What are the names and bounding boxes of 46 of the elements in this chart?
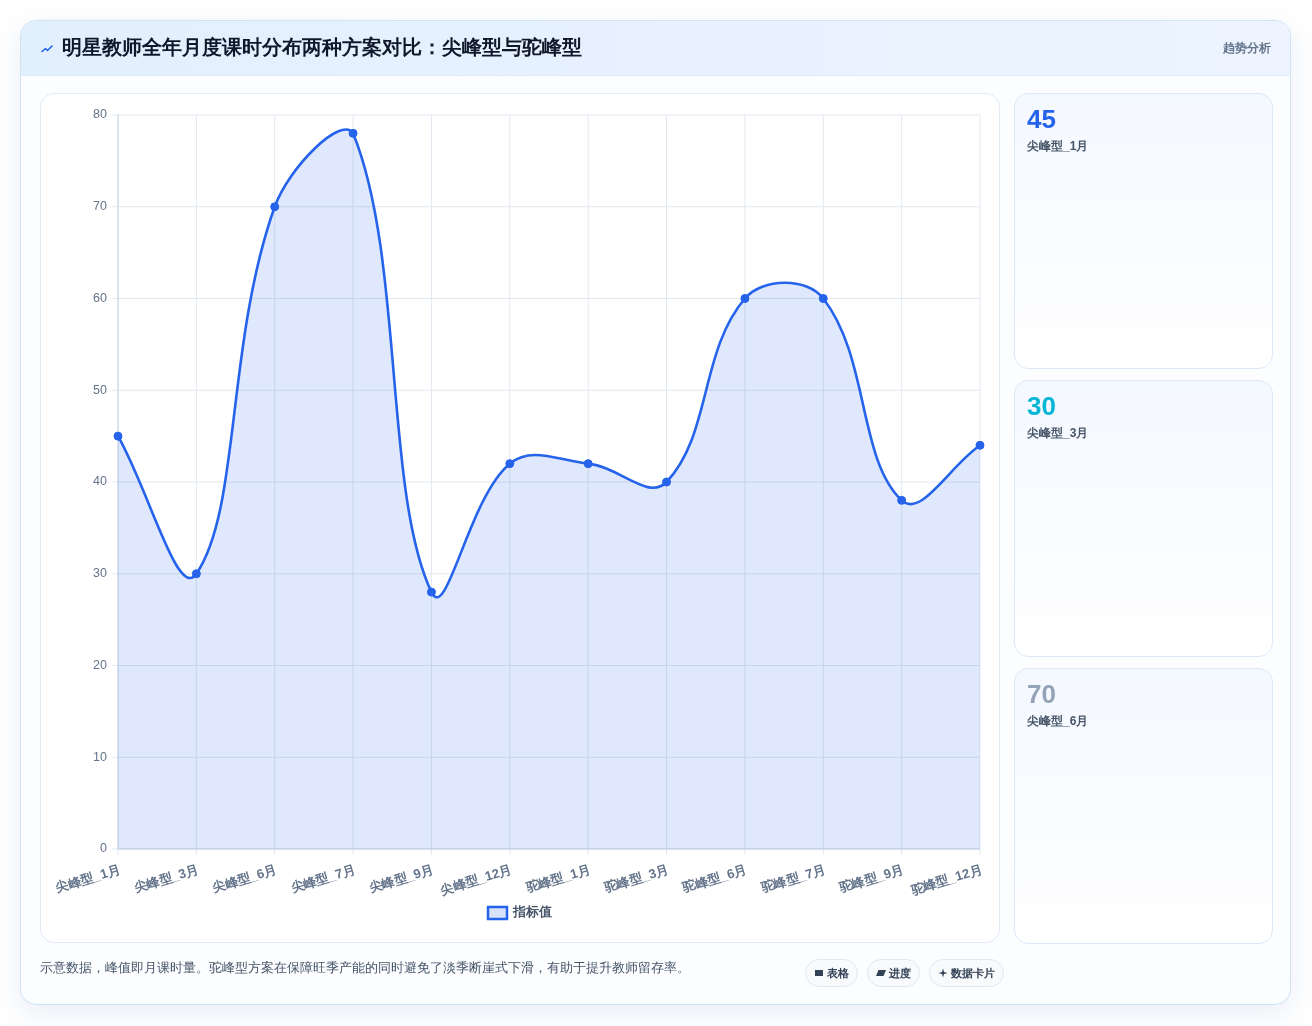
x-tick-label: 驼峰型_9月: [836, 861, 906, 896]
x-tick-label: 尖峰型_7月: [288, 861, 357, 896]
x-tick-label: 驼峰型_3月: [601, 861, 671, 896]
y-tick-label: 30: [93, 566, 108, 581]
x-tick-label: 尖峰型_3月: [131, 861, 201, 896]
legend-label: 指标值: [512, 905, 552, 920]
point: [426, 587, 436, 597]
x-tick-label: 驼峰型_1月: [523, 861, 593, 896]
point: [975, 440, 985, 450]
x-tick-label: 驼峰型_6月: [679, 861, 749, 896]
point: [583, 459, 593, 469]
text: 表格: [827, 965, 849, 981]
chart-title: 明星教师全年月度课时分布两种方案对比：尖峰型与驼峰型: [62, 35, 582, 60]
y-tick-label: 0: [100, 841, 108, 856]
x-tick-label: 尖峰型_6月: [209, 861, 279, 896]
point: [818, 294, 828, 303]
text: 趋势分析: [1223, 40, 1271, 56]
y-tick-label: 20: [93, 657, 108, 672]
y-tick-label: 60: [93, 290, 108, 305]
text: 数据卡片: [951, 965, 995, 981]
y-tick-label: 70: [93, 199, 108, 214]
point: [348, 128, 358, 138]
point: [191, 569, 201, 579]
y-tick-label: 80: [93, 107, 108, 122]
y-tick-label: 10: [93, 749, 108, 764]
x-tick-label: 尖峰型_1月: [52, 861, 122, 896]
text: 30: [1027, 391, 1056, 421]
point: [270, 202, 280, 212]
text: 45: [1027, 104, 1056, 134]
text: 尖峰型_6月: [1027, 713, 1089, 729]
x-tick-label: 驼峰型_12月: [908, 861, 984, 898]
text: 进度: [889, 965, 911, 981]
y-tick-label: 50: [93, 382, 108, 397]
text: 70: [1027, 679, 1056, 709]
x-tick-label: 驼峰型_7月: [758, 861, 828, 896]
x-tick-label: 尖峰型_12月: [437, 861, 514, 898]
point: [662, 477, 672, 487]
point: [897, 495, 907, 505]
y-tick-label: 40: [93, 474, 108, 489]
point: [740, 294, 750, 303]
text: 尖峰型_3月: [1027, 425, 1089, 441]
point: [113, 431, 123, 441]
x-tick-label: 尖峰型_9月: [366, 861, 436, 896]
text: 示意数据，峰值即月课时量。驼峰型方案在保障旺季产能的同时避免了淡季断崖式下滑，有助于提升教师留存率。: [40, 959, 690, 977]
text: 尖峰型_1月: [1027, 138, 1089, 154]
point: [505, 459, 515, 469]
